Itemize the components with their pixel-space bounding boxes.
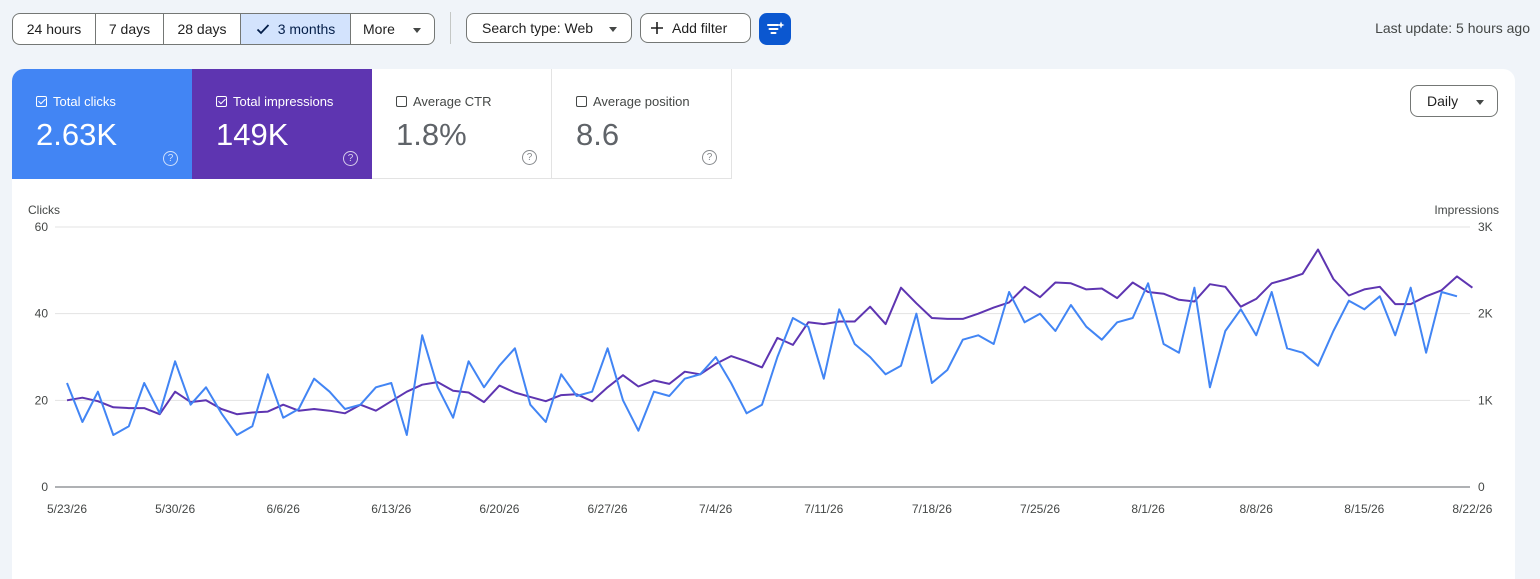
x-tick-label: 5/30/26 — [155, 502, 195, 516]
x-tick-label: 6/6/26 — [267, 502, 301, 516]
search-type-dropdown[interactable]: Search type: Web — [466, 13, 632, 43]
checkbox-unchecked-icon[interactable] — [576, 96, 587, 107]
add-filter-label: Add filter — [672, 20, 728, 36]
toolbar-divider — [450, 12, 451, 44]
chevron-down-icon — [608, 26, 617, 32]
x-tick-label: 8/15/26 — [1344, 502, 1384, 516]
metric-total-impressions[interactable]: Total impressions 149K ? — [192, 69, 372, 179]
date-range-selector: 24 hours 7 days 28 days 3 months More — [12, 13, 435, 45]
filter-sparkle-button[interactable] — [759, 13, 791, 45]
chevron-down-icon — [1476, 99, 1485, 105]
x-tick-label: 7/11/26 — [804, 502, 843, 516]
x-tick-label: 8/22/26 — [1452, 502, 1492, 516]
y-right-tick-label: 2K — [1478, 307, 1493, 321]
x-tick-label: 5/23/26 — [47, 502, 87, 516]
x-tick-label: 7/4/26 — [699, 502, 733, 516]
last-update-text: Last update: 5 hours ago — [1375, 20, 1530, 36]
y-left-tick-label: 0 — [41, 480, 48, 494]
checkbox-unchecked-icon[interactable] — [396, 96, 407, 107]
y-right-tick-label: 3K — [1478, 220, 1493, 234]
x-tick-label: 6/20/26 — [479, 502, 519, 516]
checkbox-checked-icon[interactable] — [36, 96, 47, 107]
x-tick-label: 7/18/26 — [912, 502, 952, 516]
metric-position-label: Average position — [593, 94, 690, 109]
add-filter-button[interactable]: Add filter — [640, 13, 751, 43]
help-icon[interactable]: ? — [163, 151, 178, 166]
plus-icon — [651, 22, 663, 34]
x-tick-label: 6/27/26 — [588, 502, 628, 516]
performance-card: Total clicks 2.63K ? Total impressions 1… — [12, 69, 1515, 579]
metric-ctr-label: Average CTR — [413, 94, 492, 109]
granularity-label: Daily — [1427, 93, 1459, 109]
checkbox-checked-icon[interactable] — [216, 96, 227, 107]
y-left-tick-label: 20 — [35, 393, 49, 407]
metric-impressions-value: 149K — [216, 117, 289, 152]
range-24-hours-button[interactable]: 24 hours — [13, 14, 96, 44]
x-tick-label: 6/13/26 — [371, 502, 411, 516]
clicks-series-line — [66, 282, 1458, 436]
metric-clicks-label: Total clicks — [53, 94, 116, 109]
y-axis-right-label: Impressions — [1434, 203, 1499, 217]
metric-clicks-value: 2.63K — [36, 117, 118, 152]
y-axis-left-label: Clicks — [28, 203, 60, 217]
metric-impressions-label: Total impressions — [233, 94, 334, 109]
search-type-label: Search type: Web — [482, 20, 594, 36]
metric-average-position[interactable]: Average position 8.6 ? — [552, 69, 732, 179]
range-3-months-button[interactable]: 3 months — [241, 14, 351, 44]
chevron-down-icon — [412, 27, 421, 33]
metric-average-ctr[interactable]: Average CTR 1.8% ? — [372, 69, 552, 179]
x-tick-label: 7/25/26 — [1020, 502, 1060, 516]
check-icon — [256, 24, 269, 35]
y-left-tick-label: 40 — [35, 307, 49, 321]
help-icon[interactable]: ? — [702, 150, 717, 165]
range-more-label: More — [363, 21, 395, 37]
granularity-dropdown[interactable]: Daily — [1410, 85, 1498, 117]
metric-total-clicks[interactable]: Total clicks 2.63K ? — [12, 69, 192, 179]
y-right-tick-label: 1K — [1478, 393, 1493, 407]
range-3-months-label: 3 months — [277, 21, 336, 37]
x-tick-label: 8/8/26 — [1240, 502, 1274, 516]
help-icon[interactable]: ? — [522, 150, 537, 165]
range-more-dropdown[interactable]: More — [351, 14, 434, 44]
range-7-days-button[interactable]: 7 days — [96, 14, 164, 44]
y-right-tick-label: 0 — [1478, 480, 1485, 494]
range-28-days-button[interactable]: 28 days — [164, 14, 241, 44]
impressions-series-line — [66, 248, 1473, 416]
x-tick-label: 8/1/26 — [1131, 502, 1165, 516]
filter-sparkle-icon — [767, 21, 785, 34]
help-icon[interactable]: ? — [343, 151, 358, 166]
metric-position-value: 8.6 — [576, 117, 620, 152]
y-left-tick-label: 60 — [35, 220, 49, 234]
metric-ctr-value: 1.8% — [396, 117, 467, 152]
